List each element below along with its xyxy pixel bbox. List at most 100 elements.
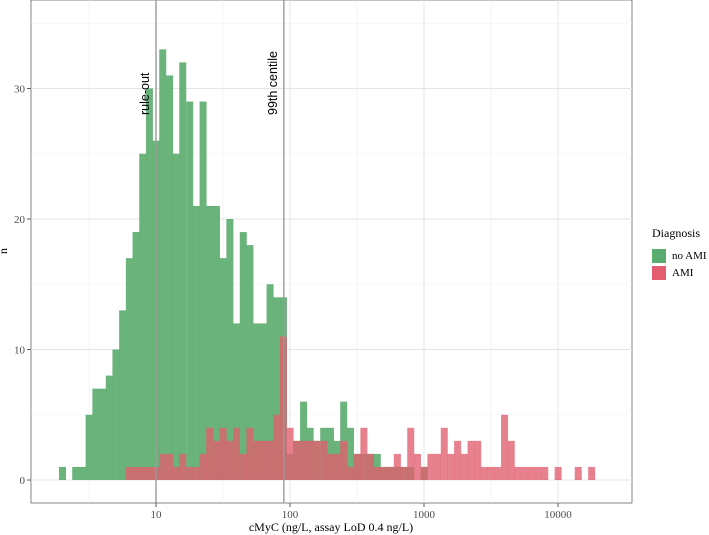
bar-no-ami: [85, 414, 93, 480]
bar-ami: [286, 427, 294, 480]
y-tick-label: 10: [14, 345, 26, 357]
bar-no-ami: [92, 388, 100, 480]
legend-swatch-ami: [652, 265, 666, 280]
bar-ami: [387, 466, 395, 480]
y-axis-ticks: 0 10 20 30: [14, 84, 31, 487]
x-axis-title: cMyC (ng/L, assay LoD 0.4 ng/L): [249, 520, 413, 534]
bar-no-ami: [119, 310, 127, 480]
bar-no-ami: [199, 101, 207, 481]
bar-no-ami: [112, 349, 120, 480]
bar-ami: [340, 440, 348, 480]
bar-ami: [293, 440, 301, 480]
bar-ami: [320, 440, 328, 480]
reference-line-label: 99th centile: [266, 51, 280, 115]
bar-ami: [400, 466, 408, 480]
bar-ami: [212, 440, 220, 480]
bar-no-ami: [78, 466, 86, 480]
bar-ami: [434, 453, 442, 480]
bar-no-ami: [166, 75, 174, 480]
bar-ami: [125, 466, 133, 480]
bar-no-ami: [206, 205, 214, 480]
bar-ami: [420, 466, 428, 480]
x-tick-label: 1000: [413, 509, 436, 521]
bar-no-ami: [172, 153, 180, 480]
bar-no-ami: [139, 153, 147, 480]
bar-ami: [480, 466, 488, 480]
bar-ami: [554, 466, 562, 480]
bar-no-ami: [266, 284, 274, 480]
bar-ami: [326, 453, 334, 480]
bar-ami: [172, 466, 180, 480]
bar-no-ami: [179, 62, 187, 481]
bar-no-ami: [192, 205, 200, 480]
legend-item-no-ami: no AMI: [652, 247, 707, 264]
bar-ami: [541, 466, 549, 480]
bar-no-ami: [58, 466, 66, 480]
bar-ami: [467, 440, 475, 480]
y-tick-label: 30: [14, 84, 26, 96]
bar-ami: [139, 466, 147, 480]
legend: Diagnosis no AMI AMI: [652, 226, 707, 281]
bar-no-ami: [132, 232, 140, 480]
legend-item-ami: AMI: [652, 264, 707, 281]
bar-ami: [313, 440, 321, 480]
bar-ami: [179, 453, 187, 480]
bar-ami: [440, 427, 448, 480]
bar-no-ami: [219, 258, 227, 480]
bar-no-ami: [99, 388, 107, 480]
bar-ami: [253, 440, 261, 480]
reference-lines: rule-out 99th centile: [138, 0, 285, 503]
bar-ami: [407, 427, 415, 480]
bar-ami: [460, 453, 468, 480]
series-no-ami-bars: [58, 49, 428, 481]
bar-no-ami: [72, 466, 80, 480]
bar-ami: [413, 453, 421, 480]
bar-ami: [219, 427, 227, 480]
bar-ami: [246, 427, 254, 480]
bar-no-ami: [246, 245, 254, 480]
bar-ami: [393, 453, 401, 480]
bar-no-ami: [212, 205, 220, 480]
x-tick-label: 10: [151, 509, 163, 521]
legend-title: Diagnosis: [652, 226, 700, 240]
bar-no-ami: [125, 258, 133, 480]
bar-ami: [380, 466, 388, 480]
bar-ami: [266, 440, 274, 480]
bar-ami: [494, 466, 502, 480]
bar-no-ami: [253, 323, 261, 480]
bar-ami: [259, 440, 267, 480]
legend-label-ami: AMI: [672, 266, 694, 279]
bar-ami: [239, 453, 247, 480]
bar-no-ami: [105, 375, 113, 480]
bar-ami: [514, 466, 522, 480]
bar-ami: [447, 453, 455, 480]
plot-panel-border: [30, 0, 633, 504]
y-axis-title: n: [0, 248, 10, 254]
legend-label-no-ami: no AMI: [672, 249, 707, 262]
reference-line-label: rule-out: [138, 72, 152, 115]
bar-ami: [159, 453, 167, 480]
bar-ami: [507, 440, 515, 480]
bar-ami: [233, 427, 241, 480]
bar-ami: [226, 440, 234, 480]
bar-ami: [199, 453, 207, 480]
y-tick-label: 0: [20, 475, 26, 487]
bar-ami: [186, 466, 194, 480]
bar-ami: [346, 466, 354, 480]
bar-ami: [192, 466, 200, 480]
bar-no-ami: [273, 297, 281, 480]
bar-ami: [474, 440, 482, 480]
legend-swatch-no-ami: [652, 248, 666, 263]
x-axis-ticks: 10 100 1000 10000: [151, 503, 572, 521]
bar-ami: [521, 466, 529, 480]
bar-ami: [527, 466, 535, 480]
bar-ami: [353, 453, 361, 480]
bar-ami: [273, 414, 281, 480]
bar-ami: [132, 466, 140, 480]
y-tick-label: 20: [14, 214, 26, 226]
bar-no-ami: [259, 323, 267, 480]
x-tick-label: 100: [282, 509, 299, 521]
bar-ami: [306, 440, 314, 480]
bar-ami: [574, 466, 582, 480]
